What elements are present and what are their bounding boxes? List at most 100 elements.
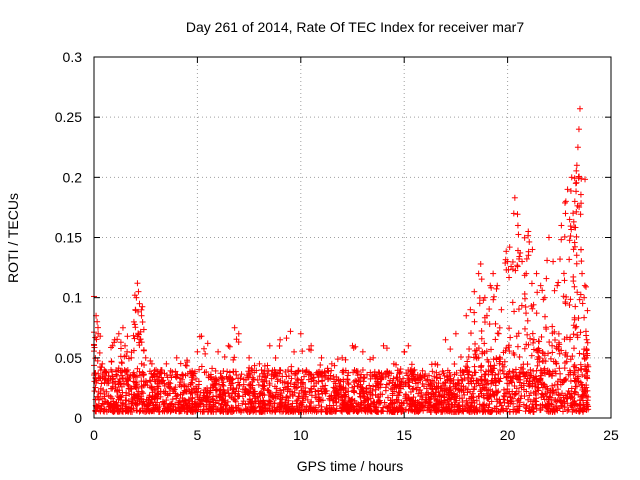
data-point — [212, 386, 219, 393]
data-point — [135, 390, 142, 397]
data-point — [315, 408, 322, 415]
y-tick-label: 0.15 — [55, 230, 82, 246]
data-point — [95, 389, 102, 396]
data-point — [251, 390, 258, 397]
data-point — [380, 408, 387, 415]
data-point — [288, 375, 295, 382]
data-point — [486, 321, 493, 328]
data-point — [194, 393, 201, 400]
data-point — [518, 382, 525, 389]
data-point — [503, 345, 510, 352]
data-point — [246, 364, 253, 371]
data-point — [528, 280, 535, 287]
data-point — [181, 406, 188, 413]
data-point — [507, 377, 514, 384]
data-point — [440, 400, 447, 407]
data-point — [164, 408, 171, 415]
data-point — [401, 348, 408, 355]
data-point — [226, 343, 233, 350]
data-point — [516, 353, 523, 360]
data-point — [529, 383, 536, 390]
data-point — [537, 282, 544, 289]
data-point — [221, 353, 228, 360]
data-point — [382, 384, 389, 391]
data-point — [99, 360, 106, 367]
data-point — [282, 368, 289, 375]
y-tick-label: 0.2 — [63, 169, 83, 185]
data-point — [581, 282, 588, 289]
data-point — [95, 402, 102, 409]
data-point — [574, 289, 581, 296]
data-point — [306, 346, 313, 353]
data-point — [393, 405, 400, 412]
data-point — [244, 372, 251, 379]
data-points — [91, 105, 592, 415]
data-point — [341, 402, 348, 409]
data-point — [180, 390, 187, 397]
data-point — [433, 385, 440, 392]
data-point — [137, 328, 144, 335]
data-point — [437, 392, 444, 399]
data-point — [469, 372, 476, 379]
data-point — [360, 374, 367, 381]
data-point — [125, 376, 132, 383]
data-point — [488, 398, 495, 405]
data-point — [509, 299, 516, 306]
data-point — [459, 399, 466, 406]
data-point — [100, 407, 107, 414]
data-point — [332, 395, 339, 402]
data-point — [323, 408, 330, 415]
data-point — [294, 397, 301, 404]
data-point — [444, 408, 451, 415]
data-point — [104, 377, 111, 384]
data-point — [545, 350, 552, 357]
data-point — [567, 296, 574, 303]
data-point — [230, 386, 237, 393]
data-point — [265, 387, 272, 394]
data-point — [187, 390, 194, 397]
data-point — [130, 347, 137, 354]
data-point — [182, 400, 189, 407]
data-point — [163, 360, 170, 367]
data-point — [121, 353, 128, 360]
data-point — [556, 405, 563, 412]
data-point — [533, 270, 540, 277]
data-point — [566, 336, 573, 343]
data-point — [294, 406, 301, 413]
data-point — [571, 175, 578, 182]
data-point — [140, 378, 147, 385]
data-point — [288, 363, 295, 370]
data-point — [296, 390, 303, 397]
data-point — [190, 372, 197, 379]
data-point — [543, 275, 550, 282]
data-point — [559, 408, 566, 415]
data-point — [230, 356, 237, 363]
data-point — [490, 293, 497, 300]
data-point — [578, 382, 585, 389]
data-point — [578, 200, 585, 207]
data-point — [577, 361, 584, 368]
data-point — [230, 407, 237, 414]
data-point — [563, 293, 570, 300]
data-point — [419, 394, 426, 401]
data-point — [132, 307, 139, 314]
data-point — [125, 397, 132, 404]
data-point — [292, 370, 299, 377]
data-point — [115, 330, 122, 337]
data-point — [584, 339, 591, 346]
data-point — [493, 285, 500, 292]
data-point — [202, 387, 209, 394]
data-point — [383, 345, 390, 352]
data-point — [516, 255, 523, 262]
data-point — [142, 354, 149, 361]
data-point — [231, 354, 238, 361]
data-point — [131, 335, 138, 342]
data-point — [98, 380, 105, 387]
data-point — [523, 270, 530, 277]
data-point — [483, 348, 490, 355]
data-point — [571, 316, 578, 323]
data-point — [471, 288, 478, 295]
data-point — [522, 303, 529, 310]
data-point — [577, 291, 584, 298]
data-point — [506, 274, 513, 281]
